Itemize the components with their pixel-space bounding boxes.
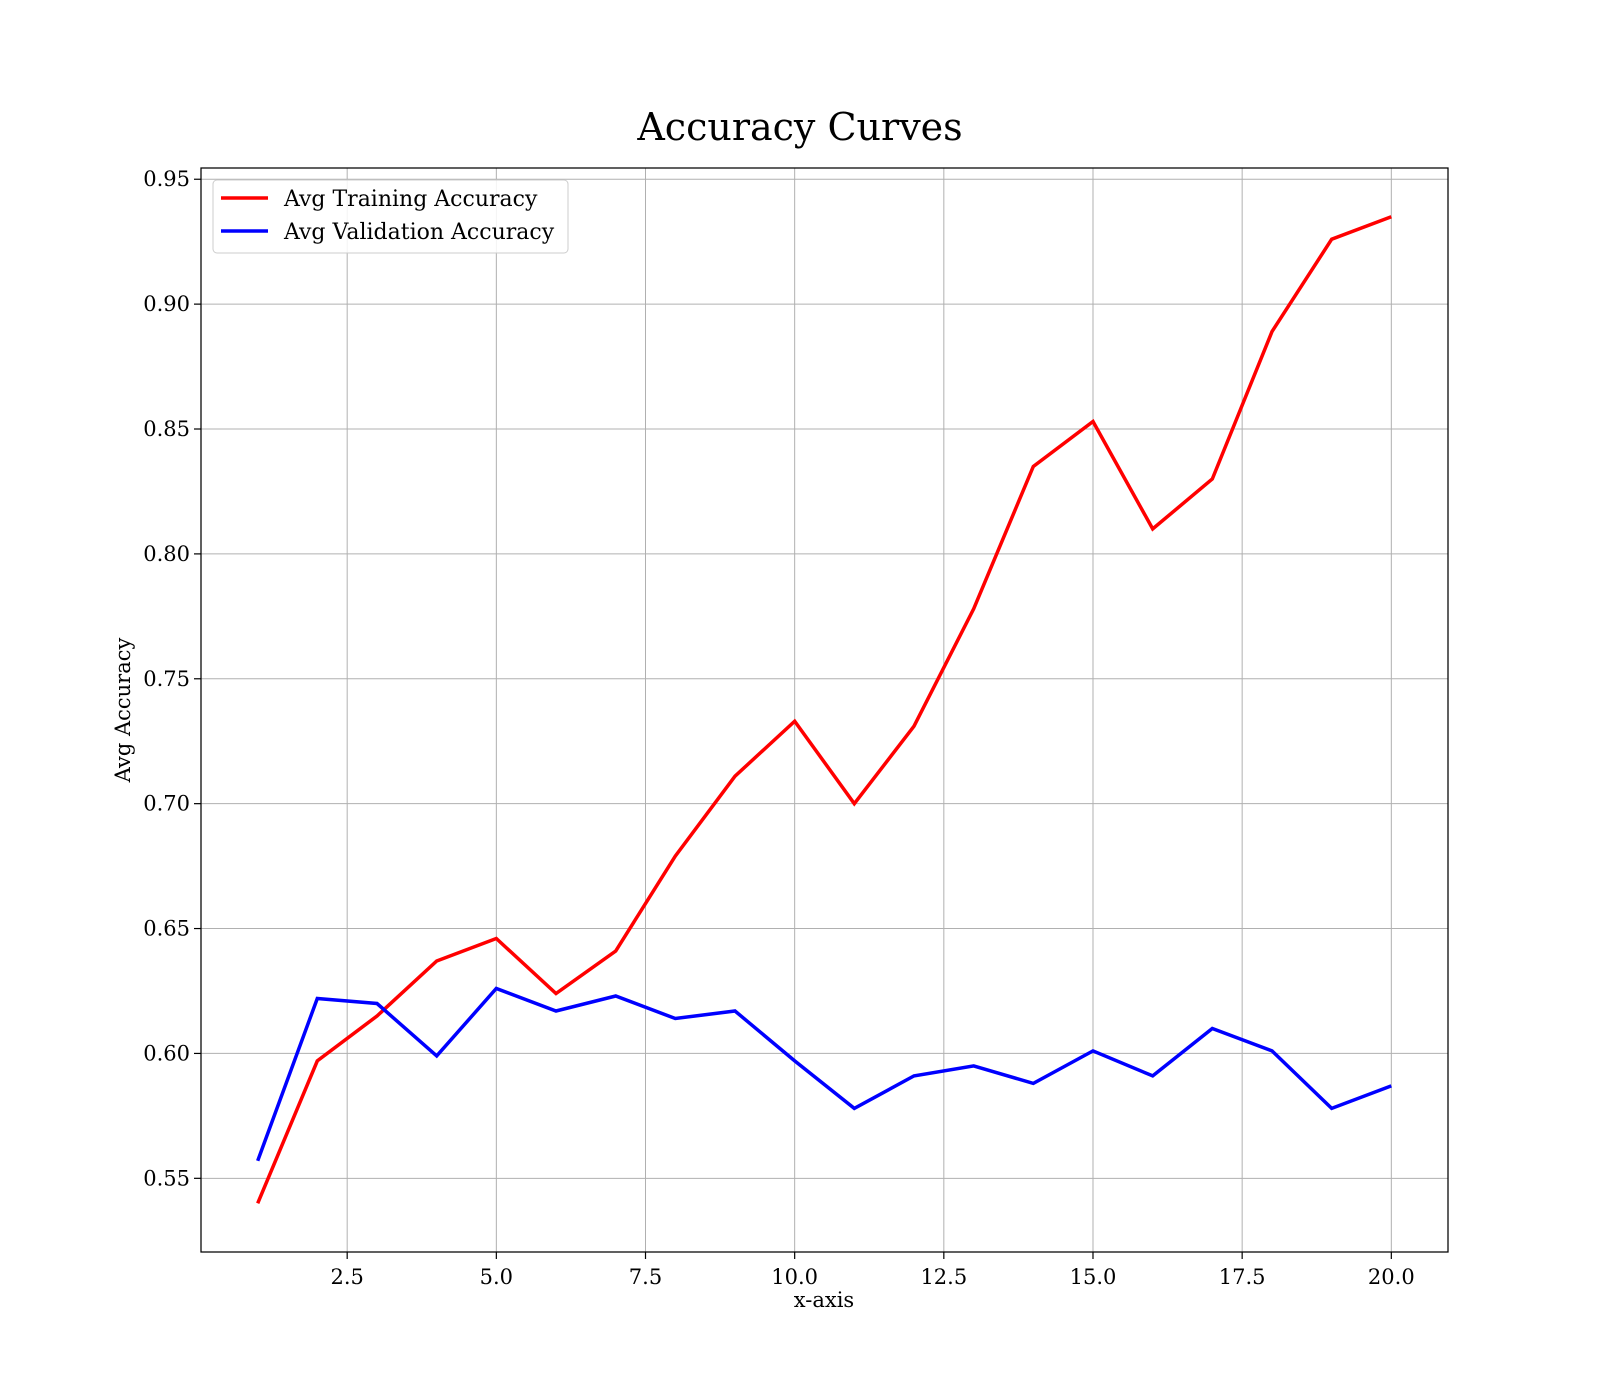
y-tick-label: 0.70 (143, 792, 190, 816)
x-tick-label: 2.5 (330, 1265, 363, 1289)
x-tick-label: 7.5 (629, 1265, 662, 1289)
legend-label-validation: Avg Validation Accuracy (283, 220, 555, 245)
y-tick-label: 0.75 (143, 667, 190, 691)
legend: Avg Training Accuracy Avg Validation Acc… (212, 179, 569, 254)
y-tick-label: 0.95 (143, 167, 190, 191)
series-line-validation (256, 986, 1392, 1162)
series-line-training (256, 215, 1392, 1204)
x-tick-label: 10.0 (771, 1265, 818, 1289)
y-ticks: 0.55 0.60 0.65 0.70 0.75 0.80 0.85 0.90 0.95 (143, 167, 201, 1190)
grid-layer (201, 168, 1448, 1252)
x-ticks: 2.5 5.0 7.5 10.0 12.5 15.0 17.5 20.0 (330, 1252, 1415, 1289)
y-tick-label: 0.85 (143, 417, 190, 441)
x-axis-label: x-axis (794, 1288, 854, 1312)
x-tick-label: 5.0 (480, 1265, 513, 1289)
y-axis-label: Avg Accuracy (111, 638, 135, 784)
y-tick-label: 0.55 (143, 1166, 190, 1190)
plot-frame (200, 167, 1449, 1253)
series-layer (256, 215, 1392, 1204)
legend-box (212, 179, 569, 254)
x-tick-label: 12.5 (920, 1265, 967, 1289)
x-tick-label: 15.0 (1070, 1265, 1117, 1289)
y-tick-label: 0.80 (143, 542, 190, 566)
chart-title: Accuracy Curves (636, 105, 962, 149)
y-tick-label: 0.90 (143, 292, 190, 316)
legend-label-training: Avg Training Accuracy (283, 187, 538, 212)
y-tick-label: 0.65 (143, 917, 190, 941)
x-tick-label: 20.0 (1368, 1265, 1415, 1289)
x-tick-label: 17.5 (1219, 1265, 1266, 1289)
y-tick-label: 0.60 (143, 1041, 190, 1065)
